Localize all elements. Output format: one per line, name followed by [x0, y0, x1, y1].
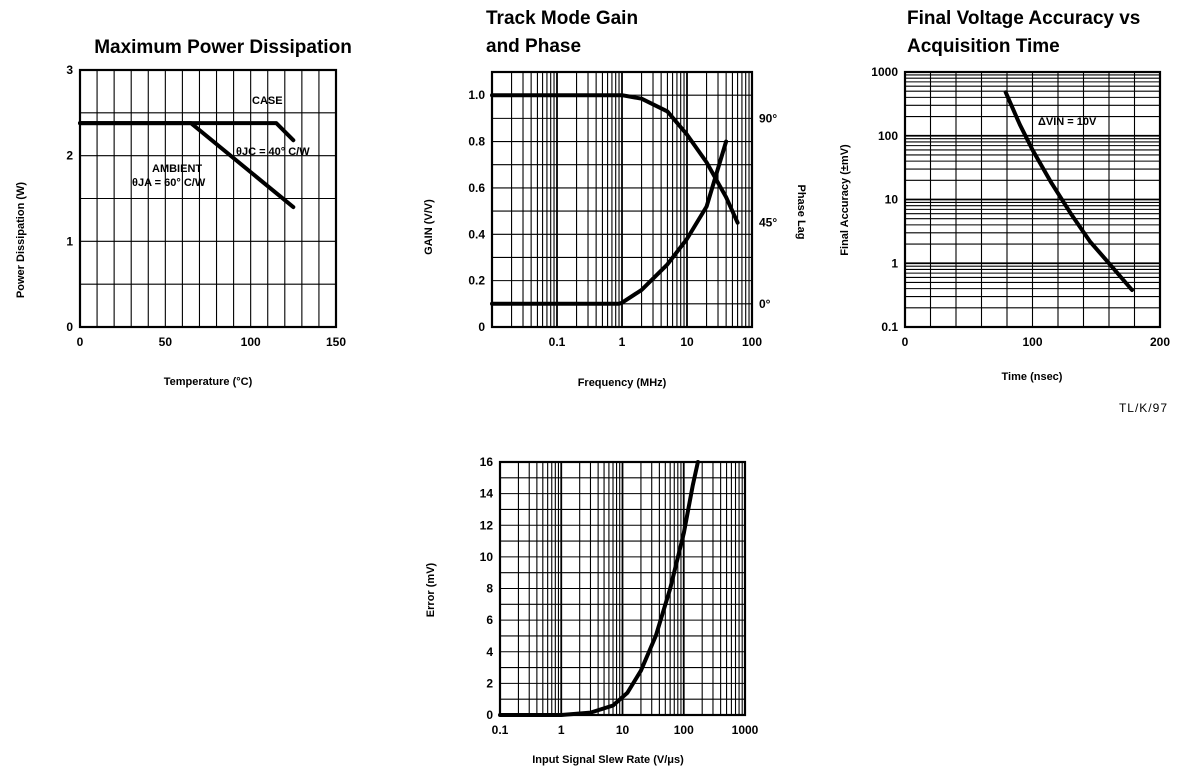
y-axis-label: Power Dissipation (W): [15, 182, 27, 298]
x-tick-label: 100: [241, 335, 261, 349]
y-tick-label: 0.6: [468, 181, 485, 195]
y-tick-label: 0.8: [468, 135, 485, 149]
chart-error-vs-slew-rate: 0.1 1 10 100 1000 0 2 4 6 8 10 12 14 16 Input Signal …: [425, 455, 759, 766]
x-tick-label: 1: [558, 723, 565, 737]
y-tick-label: 10: [885, 193, 899, 207]
y2-tick-label: 90°: [759, 111, 777, 125]
series-line: [498, 460, 700, 717]
plot-grid: [903, 70, 1162, 329]
y-axis-label: Final Accuracy (±mV): [839, 144, 851, 256]
annotation-delta-vin: ΔVIN = 10V: [1038, 116, 1097, 128]
chart-max-power-dissipation: Maximum Power Dissipation 0 50 100 1500123 …: [15, 37, 352, 388]
y-tick-label: 3: [66, 63, 73, 77]
series-lines: [1003, 90, 1134, 292]
x-tick-label: 0: [902, 335, 909, 349]
x-axis-label: Time (nsec): [1002, 371, 1063, 383]
x-tick-label: 10: [680, 335, 694, 349]
y-tick-label: 16: [480, 455, 494, 469]
x-tick-label: 100: [674, 723, 694, 737]
chart-title: Maximum Power Dissipation: [94, 37, 352, 58]
x-tick-label: 50: [159, 335, 173, 349]
y-tick-label: 0: [66, 320, 73, 334]
y-tick-label: 0.4: [468, 227, 485, 241]
y-tick-label: 6: [486, 613, 493, 627]
annotation-theta-ja: θJA = 60° C/W: [132, 177, 206, 189]
y-axis-label: GAIN (V/V): [423, 199, 435, 255]
y-tick-label: 0: [486, 708, 493, 722]
tick-labels: 0.1 1 10 100 1000 0 2 4 6 8 10 12 14 16: [480, 455, 759, 737]
series-lines: [498, 460, 700, 717]
y-tick-label: 1: [891, 256, 898, 270]
x-tick-label: 1: [619, 335, 626, 349]
series-line: [78, 121, 296, 143]
y-tick-label: 12: [480, 518, 494, 532]
plot-frame: [498, 460, 747, 717]
x-axis-label: Input Signal Slew Rate (V/μs): [532, 754, 684, 766]
series-line: [490, 139, 729, 306]
y-tick-label: 4: [486, 645, 493, 659]
series-lines: [490, 93, 740, 306]
series-lines: [78, 121, 296, 210]
x-tick-label: 1000: [732, 723, 759, 737]
annotation-case: CASE: [252, 95, 283, 107]
y-tick-label: 1000: [871, 65, 898, 79]
x-axis-label: Temperature (°C): [164, 376, 253, 388]
y-tick-label: 10: [480, 550, 494, 564]
chart-final-voltage-accuracy: Final Voltage Accuracy vs Acquisition Ti…: [839, 8, 1170, 383]
y2-axis-label: Phase Lag: [795, 184, 807, 239]
x-tick-label: 0: [77, 335, 84, 349]
plot-grid: [490, 70, 754, 329]
annotation-ambient: AMBIENT: [152, 163, 202, 175]
y-tick-label: 14: [480, 487, 494, 501]
y-tick-label: 100: [878, 129, 898, 143]
x-tick-label: 100: [1022, 335, 1042, 349]
tick-labels: 0 100 200 0.1 1 10 100 1000: [871, 65, 1170, 349]
y-tick-label: 2: [66, 149, 73, 163]
y-tick-label: 2: [486, 676, 493, 690]
x-tick-label: 0.1: [492, 723, 509, 737]
y2-tick-label: 45°: [759, 216, 777, 230]
y2-tick-label: 0°: [759, 297, 771, 311]
y-tick-label: 0.2: [468, 274, 485, 288]
chart-title-line-2: and Phase: [486, 36, 581, 57]
plot-grid: [498, 460, 747, 717]
chart-title-line-2: Acquisition Time: [907, 36, 1060, 57]
y-tick-label: 8: [486, 582, 493, 596]
annotation-theta-jc: θJC = 40° C/W: [236, 146, 310, 158]
figure-note: TL/K/97: [1119, 401, 1168, 415]
x-tick-label: 100: [742, 335, 762, 349]
tick-labels: 0.1 1 10 100 0 0.2 0.4 0.6 0.8 1.0 0° 45° 90°: [468, 88, 777, 349]
chart-title-line-1: Final Voltage Accuracy vs: [907, 8, 1140, 29]
tick-labels: 0 50 100 150 0 1 2 3: [66, 63, 346, 349]
chart-title-line-1: Track Mode Gain: [486, 8, 638, 29]
series-line: [490, 93, 740, 225]
plot-frame: [490, 70, 754, 329]
plot-grid: [78, 68, 338, 329]
plot-frame: [903, 70, 1162, 329]
plot-frame: [78, 68, 338, 329]
chart-track-mode-gain-phase: Track Mode Gain and Phase 0.1 1 10 10000.20…: [423, 8, 807, 389]
y-tick-label: 0: [478, 320, 485, 334]
x-axis-label: Frequency (MHz): [578, 377, 667, 389]
x-tick-label: 150: [326, 335, 346, 349]
y-tick-label: 0.1: [881, 320, 898, 334]
y-tick-label: 1.0: [468, 88, 485, 102]
x-tick-label: 200: [1150, 335, 1170, 349]
series-line: [1003, 90, 1134, 292]
x-tick-label: 0.1: [549, 335, 566, 349]
y-tick-label: 1: [66, 234, 73, 248]
y-axis-label: Error (mV): [425, 562, 437, 617]
x-tick-label: 10: [616, 723, 630, 737]
series-line: [78, 121, 296, 210]
